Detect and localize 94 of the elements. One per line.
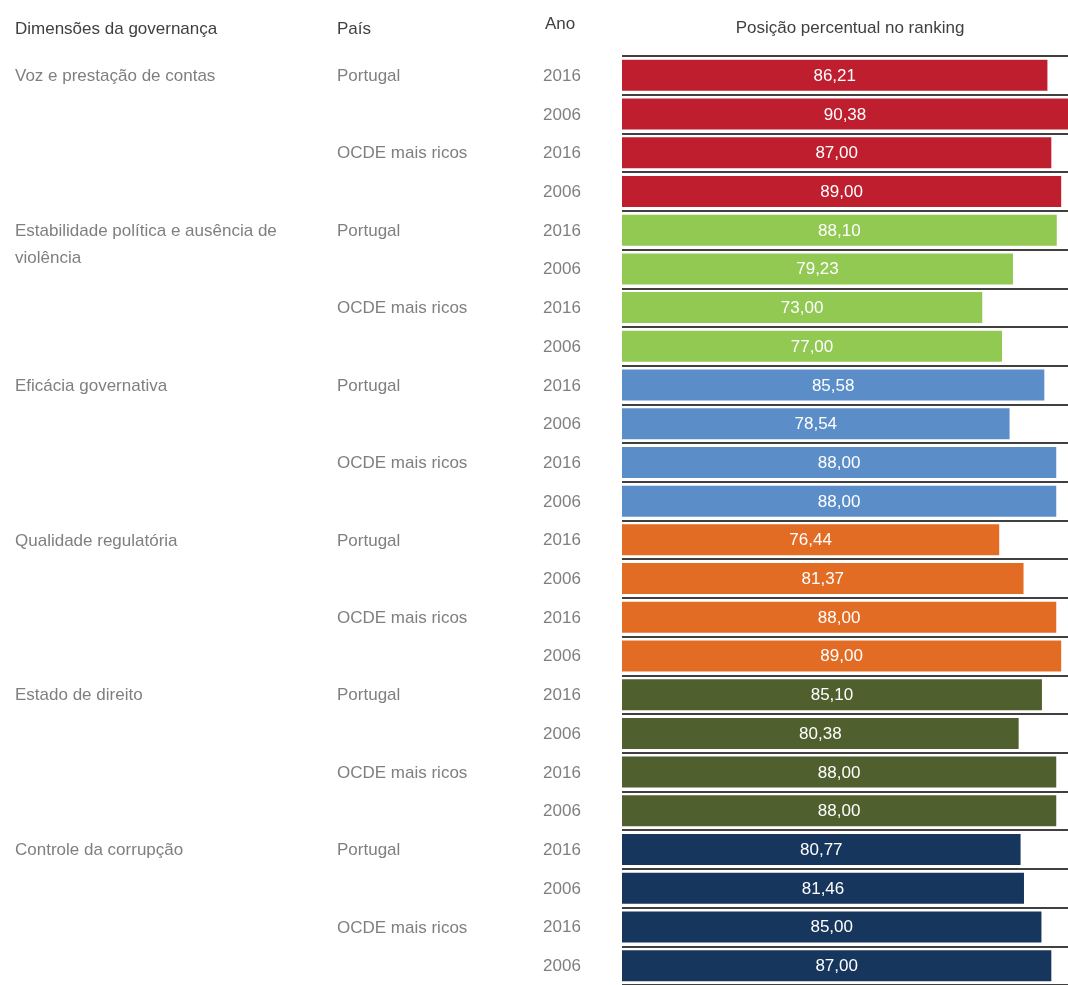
bar (622, 330, 1002, 362)
text: Qualidade regulatória (15, 530, 179, 550)
text: Portugal (337, 685, 401, 705)
y-tick-label: 2016 (543, 375, 581, 395)
bar (622, 369, 1045, 401)
y-tick-label: 2006 (543, 646, 581, 666)
text: OCDE mais ricos (337, 453, 468, 473)
text: OCDE mais ricos (337, 762, 468, 782)
y-tick-label: 2006 (543, 181, 581, 201)
data-label: 89,00 (820, 646, 863, 666)
data-label: 86,21 (813, 65, 856, 85)
data-label: 88,00 (817, 762, 861, 782)
data-label: 87,00 (815, 956, 858, 976)
bar (622, 834, 1021, 865)
text: Portugal (337, 530, 401, 550)
data-label: 85,58 (811, 375, 855, 395)
y-tick-label: 2006 (543, 414, 581, 434)
bar (622, 717, 1019, 749)
text: Portugal (337, 66, 401, 85)
y-tick-label: 2006 (543, 801, 581, 821)
data-label: 81,46 (801, 878, 845, 898)
bar (622, 756, 1057, 788)
bar (622, 485, 1057, 517)
data-label: 85,10 (810, 685, 854, 705)
text: Portugal (337, 220, 401, 240)
text: País (337, 19, 372, 38)
y-tick-label: 2006 (543, 336, 581, 356)
y-tick-label: 2016 (543, 762, 581, 782)
bar (622, 176, 1062, 207)
y-tick-label: 2006 (543, 956, 581, 976)
bar (622, 563, 1024, 595)
bar (622, 524, 1000, 556)
y-tick-label: 2006 (543, 259, 581, 279)
y-tick-label: 2016 (543, 65, 581, 85)
text: Dimensões da governança (15, 19, 218, 38)
data-label: 89,00 (820, 181, 863, 201)
data-label: 88,00 (817, 452, 861, 472)
data-label: 88,00 (817, 607, 861, 627)
data-label: 80,38 (799, 723, 842, 743)
text: OCDE mais ricos (337, 607, 468, 627)
text: Controle da corrupção (15, 840, 184, 860)
text: Estabilidade política e ausência de violência (15, 220, 282, 267)
text: OCDE mais ricos (337, 917, 468, 937)
bar (622, 679, 1042, 711)
data-label: 80,77 (800, 840, 843, 860)
data-label: 88,00 (817, 491, 861, 511)
text: Portugal (337, 375, 401, 395)
y-tick-label: 2016 (543, 530, 581, 550)
bar (622, 137, 1052, 169)
data-label: 73,00 (780, 298, 824, 318)
y-tick-label: 2016 (543, 452, 581, 472)
bar (622, 214, 1057, 246)
text: Portugal (337, 840, 401, 860)
bar (622, 98, 1068, 130)
bar (622, 601, 1057, 633)
bar (622, 911, 1042, 943)
text: OCDE mais ricos (337, 298, 468, 318)
data-label: 85,00 (810, 917, 853, 937)
y-tick-label: 2006 (543, 723, 581, 743)
y-tick-label: 2006 (543, 491, 581, 511)
y-axis-title: Ano (545, 14, 576, 33)
text: Estado de direito (15, 685, 143, 705)
bar (622, 292, 983, 324)
y-tick-label: 2016 (543, 917, 581, 937)
data-label: 88,10 (818, 220, 861, 240)
y-tick-label: 2006 (543, 104, 581, 124)
bar (622, 795, 1057, 827)
y-tick-label: 2016 (543, 607, 581, 627)
bar (622, 872, 1024, 904)
chart-title: Posição percentual no ranking (735, 18, 965, 37)
data-label: 76,44 (789, 530, 832, 550)
data-label: 87,00 (815, 143, 858, 163)
bar (622, 408, 1010, 440)
data-label: 81,37 (801, 569, 845, 589)
bar (622, 640, 1062, 672)
y-tick-label: 2016 (543, 298, 581, 318)
text: Eficácia governativa (15, 375, 168, 395)
text: Voz e prestação de contas (15, 66, 216, 85)
data-label: 90,38 (823, 104, 867, 124)
data-label: 77,00 (790, 336, 834, 356)
y-tick-label: 2016 (543, 143, 581, 163)
text: OCDE mais ricos (337, 143, 468, 163)
bar (622, 446, 1057, 478)
data-label: 88,00 (817, 801, 861, 821)
data-label: 78,54 (794, 414, 838, 434)
bar (622, 59, 1048, 91)
y-tick-label: 2006 (543, 569, 581, 589)
bar (622, 950, 1052, 982)
data-label: 79,23 (796, 259, 839, 279)
y-tick-label: 2016 (543, 220, 581, 240)
y-tick-label: 2016 (543, 685, 581, 705)
y-tick-label: 2016 (543, 840, 581, 860)
y-tick-label: 2006 (543, 878, 581, 898)
bar (622, 253, 1013, 285)
